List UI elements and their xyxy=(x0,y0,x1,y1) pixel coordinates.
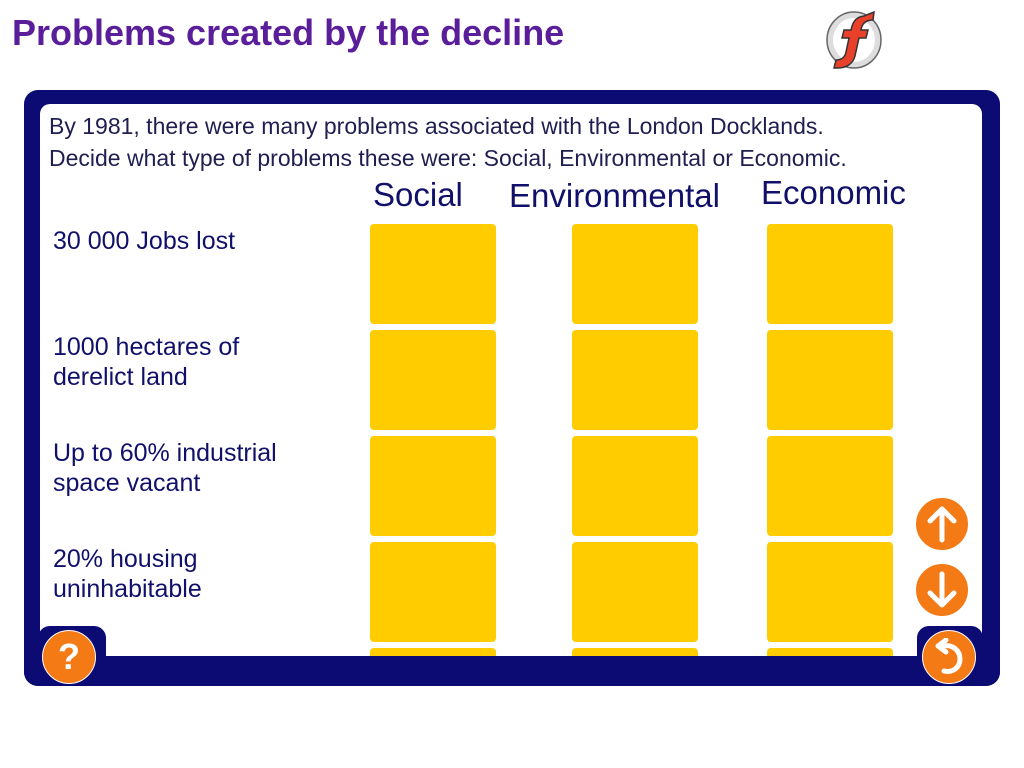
column-header-environmental: Environmental xyxy=(509,177,720,214)
scroll-down-button[interactable] xyxy=(915,563,969,617)
drop-cell-environmental-1[interactable] xyxy=(572,224,698,324)
row-label-3-line-1: Up to 60% industrial xyxy=(53,439,277,467)
row-label-3-line-2: space vacant xyxy=(53,469,201,497)
drop-cell-economic-5[interactable] xyxy=(767,648,893,656)
page-title: Problems created by the decline xyxy=(12,12,565,53)
undo-icon xyxy=(935,638,963,674)
drop-cell-economic-3[interactable] xyxy=(767,436,893,536)
row-label-2-line-1: 1000 hectares of xyxy=(53,333,240,361)
instructions-line-2: Decide what type of problems these were:… xyxy=(49,145,847,171)
drop-cell-environmental-4[interactable] xyxy=(572,542,698,642)
row-label-4-line-1: 20% housing xyxy=(53,545,198,573)
row-label-1: 30 000 Jobs lost xyxy=(53,226,353,256)
row-label-4-line-2: uninhabitable xyxy=(53,575,202,603)
drop-cell-environmental-2[interactable] xyxy=(572,330,698,430)
activity-frame: By 1981, there were many problems associ… xyxy=(24,90,1000,686)
drop-cell-social-5[interactable] xyxy=(370,648,496,656)
drop-cell-social-1[interactable] xyxy=(370,224,496,324)
arrow-down-icon xyxy=(927,571,957,608)
row-label-3: Up to 60% industrial space vacant xyxy=(53,438,353,498)
row-label-2-line-2: derelict land xyxy=(53,363,188,391)
drop-cell-economic-4[interactable] xyxy=(767,542,893,642)
row-label-1-line-1: 30 000 Jobs lost xyxy=(53,227,236,255)
question-mark-icon: ? xyxy=(58,636,80,677)
instructions-line-1: By 1981, there were many problems associ… xyxy=(49,113,824,139)
drop-cell-environmental-5[interactable] xyxy=(572,648,698,656)
drop-cell-environmental-3[interactable] xyxy=(572,436,698,536)
help-button[interactable]: ? xyxy=(42,630,96,684)
activity-panel: By 1981, there were many problems associ… xyxy=(40,104,982,656)
row-label-4: 20% housing uninhabitable xyxy=(53,544,353,604)
arrow-up-icon xyxy=(927,506,957,543)
scroll-up-button[interactable] xyxy=(915,497,969,551)
drop-cell-social-3[interactable] xyxy=(370,436,496,536)
drop-cell-economic-1[interactable] xyxy=(767,224,893,324)
instructions: By 1981, there were many problems associ… xyxy=(49,110,979,174)
drop-cell-social-2[interactable] xyxy=(370,330,496,430)
drop-cell-social-4[interactable] xyxy=(370,542,496,642)
drop-cell-economic-2[interactable] xyxy=(767,330,893,430)
flash-logo-icon xyxy=(824,8,884,70)
bottom-bar xyxy=(24,656,1000,686)
column-header-social: Social xyxy=(373,176,463,213)
column-header-economic: Economic xyxy=(761,174,906,211)
row-label-2: 1000 hectares of derelict land xyxy=(53,332,353,392)
reset-button[interactable] xyxy=(922,630,976,684)
